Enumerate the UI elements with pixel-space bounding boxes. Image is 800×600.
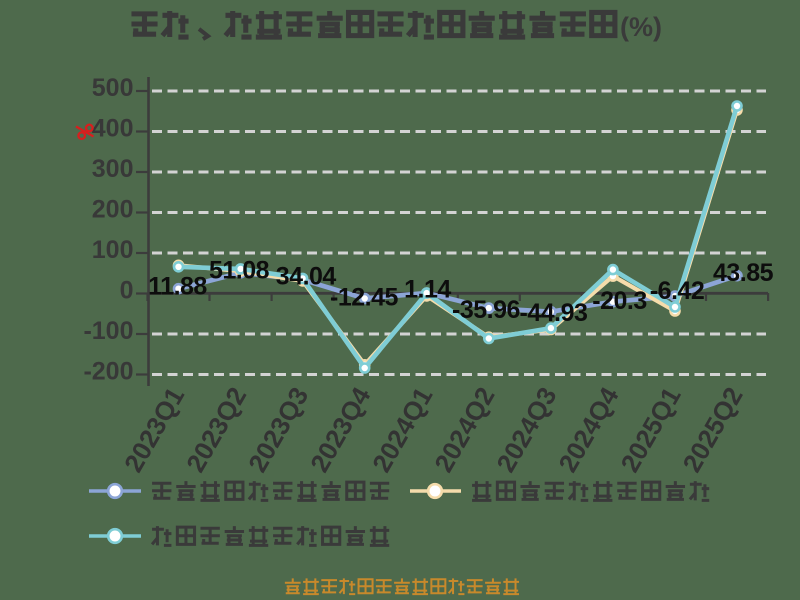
svg-text:43.85: 43.85	[713, 259, 774, 287]
svg-text:(%): (%)	[620, 12, 662, 42]
svg-text:400: 400	[92, 115, 134, 143]
svg-text:500: 500	[92, 74, 134, 102]
svg-text:34.04: 34.04	[276, 262, 337, 290]
svg-text:-44.93: -44.93	[520, 299, 588, 327]
svg-text:-6.42: -6.42	[650, 277, 704, 305]
svg-text:-200: -200	[83, 358, 133, 386]
svg-text:51.08: 51.08	[209, 256, 270, 284]
svg-text:-12.45: -12.45	[330, 283, 398, 311]
svg-text:-35.96: -35.96	[452, 296, 520, 324]
svg-text:300: 300	[92, 155, 134, 183]
svg-text:-20.3: -20.3	[592, 287, 646, 315]
svg-text:100: 100	[92, 236, 134, 264]
svg-text:1.14: 1.14	[404, 276, 451, 304]
svg-text:-100: -100	[83, 317, 133, 345]
svg-text:11.88: 11.88	[148, 272, 207, 300]
svg-text:0: 0	[120, 277, 134, 305]
svg-text:200: 200	[92, 196, 134, 224]
